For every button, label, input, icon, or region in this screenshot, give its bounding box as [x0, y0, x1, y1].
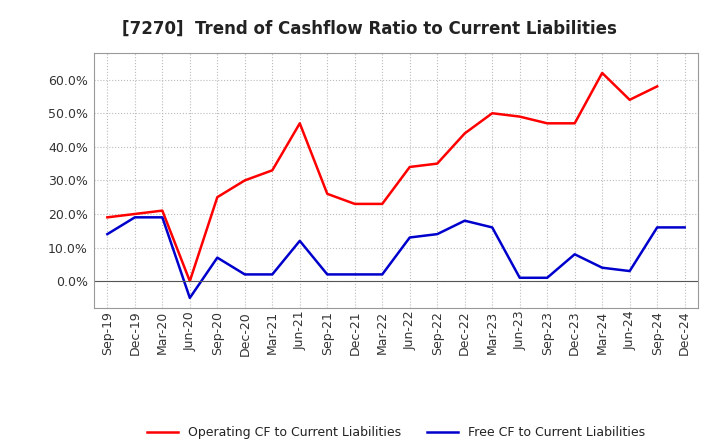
Operating CF to Current Liabilities: [405, 164, 414, 169]
Operating CF to Current Liabilities: [653, 84, 662, 89]
Free CF to Current Liabilities: [626, 268, 634, 274]
Free CF to Current Liabilities: [680, 225, 689, 230]
Free CF to Current Liabilities: [103, 231, 112, 237]
Free CF to Current Liabilities: [653, 225, 662, 230]
Operating CF to Current Liabilities: [130, 211, 139, 216]
Operating CF to Current Liabilities: [103, 215, 112, 220]
Free CF to Current Liabilities: [213, 255, 222, 260]
Free CF to Current Liabilities: [405, 235, 414, 240]
Operating CF to Current Liabilities: [516, 114, 524, 119]
Operating CF to Current Liabilities: [378, 201, 387, 206]
Operating CF to Current Liabilities: [543, 121, 552, 126]
Text: [7270]  Trend of Cashflow Ratio to Current Liabilities: [7270] Trend of Cashflow Ratio to Curren…: [122, 20, 617, 38]
Line: Free CF to Current Liabilities: Free CF to Current Liabilities: [107, 217, 685, 298]
Free CF to Current Liabilities: [158, 215, 166, 220]
Free CF to Current Liabilities: [543, 275, 552, 280]
Free CF to Current Liabilities: [598, 265, 606, 270]
Operating CF to Current Liabilities: [433, 161, 441, 166]
Operating CF to Current Liabilities: [268, 168, 276, 173]
Operating CF to Current Liabilities: [240, 178, 249, 183]
Operating CF to Current Liabilities: [488, 110, 497, 116]
Operating CF to Current Liabilities: [323, 191, 332, 197]
Operating CF to Current Liabilities: [186, 279, 194, 284]
Free CF to Current Liabilities: [130, 215, 139, 220]
Operating CF to Current Liabilities: [460, 131, 469, 136]
Operating CF to Current Liabilities: [598, 70, 606, 76]
Operating CF to Current Liabilities: [570, 121, 579, 126]
Free CF to Current Liabilities: [186, 295, 194, 301]
Operating CF to Current Liabilities: [626, 97, 634, 103]
Line: Operating CF to Current Liabilities: Operating CF to Current Liabilities: [107, 73, 657, 281]
Free CF to Current Liabilities: [268, 272, 276, 277]
Free CF to Current Liabilities: [488, 225, 497, 230]
Free CF to Current Liabilities: [460, 218, 469, 224]
Free CF to Current Liabilities: [323, 272, 332, 277]
Legend: Operating CF to Current Liabilities, Free CF to Current Liabilities: Operating CF to Current Liabilities, Fre…: [142, 422, 650, 440]
Free CF to Current Liabilities: [295, 238, 304, 243]
Free CF to Current Liabilities: [570, 252, 579, 257]
Operating CF to Current Liabilities: [295, 121, 304, 126]
Operating CF to Current Liabilities: [158, 208, 166, 213]
Free CF to Current Liabilities: [240, 272, 249, 277]
Free CF to Current Liabilities: [433, 231, 441, 237]
Free CF to Current Liabilities: [378, 272, 387, 277]
Operating CF to Current Liabilities: [351, 201, 359, 206]
Free CF to Current Liabilities: [516, 275, 524, 280]
Operating CF to Current Liabilities: [213, 194, 222, 200]
Free CF to Current Liabilities: [351, 272, 359, 277]
